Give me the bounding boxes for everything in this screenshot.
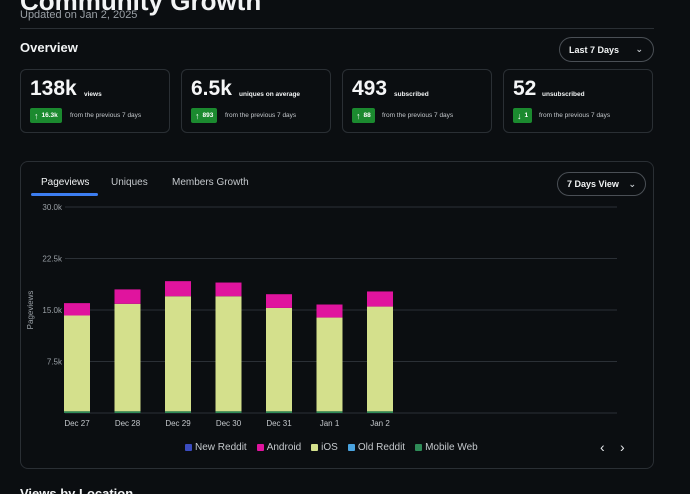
change-note: from the previous 7 days xyxy=(539,112,611,119)
change-value: 88 xyxy=(363,112,371,119)
legend-swatch xyxy=(415,444,423,451)
chevron-left-icon[interactable]: ‹ xyxy=(600,439,605,455)
updated-date: Updated on Jan 2, 2025 xyxy=(20,9,138,21)
date-range-label: Last 7 Days xyxy=(569,44,620,55)
chevron-right-icon[interactable]: › xyxy=(620,439,625,455)
x-tick-label: Dec 31 xyxy=(266,419,292,428)
arrow-up-icon: ↑ xyxy=(356,110,361,121)
bar-segment-ios xyxy=(367,306,393,412)
y-tick-label: 30.0k xyxy=(42,203,63,212)
stat-card-views: 138k views ↑ 16.3k from the previous 7 d… xyxy=(20,69,170,133)
tab-members-growth[interactable]: Members Growth xyxy=(172,177,249,188)
change-value: 1 xyxy=(524,112,529,119)
bar-segment-ios xyxy=(165,296,191,412)
bar-segment-mobile-web xyxy=(316,411,343,413)
legend-item[interactable]: Mobile Web xyxy=(415,442,478,453)
bar-segment-mobile-web xyxy=(215,411,242,413)
stat-value: 6.5k xyxy=(191,77,232,100)
bar-segment-mobile-web xyxy=(114,411,141,413)
stat-unit: unsubscribed xyxy=(542,91,585,98)
legend-swatch xyxy=(347,444,355,451)
change-badge: ↓ 1 xyxy=(513,108,533,123)
bar-segment-ios xyxy=(215,296,242,412)
stat-value: 493 xyxy=(352,77,388,100)
x-tick-label: Dec 28 xyxy=(115,419,141,428)
bar-segment-mobile-web xyxy=(165,411,191,413)
stat-card-subscribed: 493 subscribed ↑ 88 from the previous 7 … xyxy=(342,69,492,133)
change-badge: ↑ 88 xyxy=(352,108,375,123)
page-title: Community Growth xyxy=(20,0,262,16)
legend-swatch xyxy=(185,444,192,451)
legend-item[interactable]: New Reddit xyxy=(185,442,247,453)
bar-segment-ios xyxy=(64,315,90,412)
change-note: from the previous 7 days xyxy=(70,112,142,119)
arrow-up-icon: ↑ xyxy=(195,110,200,121)
view-range-select[interactable]: 7 Days View ⌄ xyxy=(557,172,646,196)
bar-segment-ios xyxy=(114,303,141,412)
arrow-down-icon: ↓ xyxy=(517,110,522,121)
bar-segment-mobile-web xyxy=(266,411,292,413)
stat-value: 52 xyxy=(513,77,537,100)
y-tick-label: 7.5k xyxy=(47,358,63,367)
change-badge: ↑ 893 xyxy=(191,108,218,123)
bar-segment-mobile-web xyxy=(64,411,90,413)
bar-segment-android xyxy=(114,289,141,304)
pageviews-chart: 7.5k 15.0k 22.5k 30.0k Pageviews Dec 27 Dec 28… xyxy=(26,203,617,428)
active-tab-indicator xyxy=(31,193,98,196)
legend-label: Mobile Web xyxy=(425,442,478,453)
date-range-select[interactable]: Last 7 Days ⌄ xyxy=(559,37,654,62)
change-note: from the previous 7 days xyxy=(225,112,297,119)
legend-item[interactable]: iOS xyxy=(311,442,338,453)
view-range-label: 7 Days View xyxy=(567,179,619,189)
stat-unit: views xyxy=(84,91,102,98)
legend-swatch xyxy=(311,444,319,451)
bar-segment-mobile-web xyxy=(367,411,393,413)
bar-segment-android xyxy=(165,281,191,297)
tab-pageviews[interactable]: Pageviews xyxy=(41,177,90,188)
stat-card-uniques: 6.5k uniques on average ↑ 893 from the p… xyxy=(181,69,331,133)
stat-unit: subscribed xyxy=(394,91,429,98)
legend-label: New Reddit xyxy=(195,442,247,453)
x-tick-label: Dec 29 xyxy=(165,419,191,428)
bar-segment-ios xyxy=(316,317,343,412)
header-divider xyxy=(20,28,654,29)
x-tick-label: Jan 2 xyxy=(370,419,390,428)
change-badge: ↑ 16.3k xyxy=(30,108,62,123)
tab-uniques[interactable]: Uniques xyxy=(111,177,148,188)
arrow-up-icon: ↑ xyxy=(34,110,39,121)
stat-unit: uniques on average xyxy=(239,91,301,98)
legend-label: Old Reddit xyxy=(357,442,406,453)
chart-panel: Pageviews Uniques Members Growth 7 Days … xyxy=(20,161,654,469)
y-tick-label: 22.5k xyxy=(42,255,63,264)
x-tick-label: Dec 30 xyxy=(216,419,242,428)
legend-item[interactable]: Android xyxy=(256,442,302,453)
chevron-down-icon: ⌄ xyxy=(628,179,636,189)
legend-label: iOS xyxy=(321,442,338,453)
chevron-down-icon: ⌄ xyxy=(635,44,643,54)
legend-label: Android xyxy=(266,442,302,453)
y-axis-label: Pageviews xyxy=(26,291,35,330)
overview-title: Overview xyxy=(20,40,78,55)
change-value: 893 xyxy=(202,112,214,119)
legend-swatch xyxy=(256,444,264,451)
stat-value: 138k xyxy=(30,77,77,100)
bar-segment-android xyxy=(367,291,393,307)
bar-segment-android xyxy=(215,282,242,297)
stat-card-unsubscribed: 52 unsubscribed ↓ 1 from the previous 7 … xyxy=(503,69,653,133)
bar-segment-android xyxy=(266,294,292,308)
x-tick-label: Dec 27 xyxy=(64,419,90,428)
chart-legend: New Reddit Android iOS Old Reddit Mobile Web xyxy=(185,442,478,453)
y-tick-label: 15.0k xyxy=(42,306,63,315)
x-tick-label: Jan 1 xyxy=(320,419,340,428)
bar-segment-android xyxy=(316,304,343,318)
bar-segment-android xyxy=(64,303,90,316)
change-note: from the previous 7 days xyxy=(382,112,454,119)
bar-segment-ios xyxy=(266,307,292,412)
section-title-location: Views by Location xyxy=(20,486,134,494)
change-value: 16.3k xyxy=(41,112,58,119)
legend-item[interactable]: Old Reddit xyxy=(347,442,406,453)
